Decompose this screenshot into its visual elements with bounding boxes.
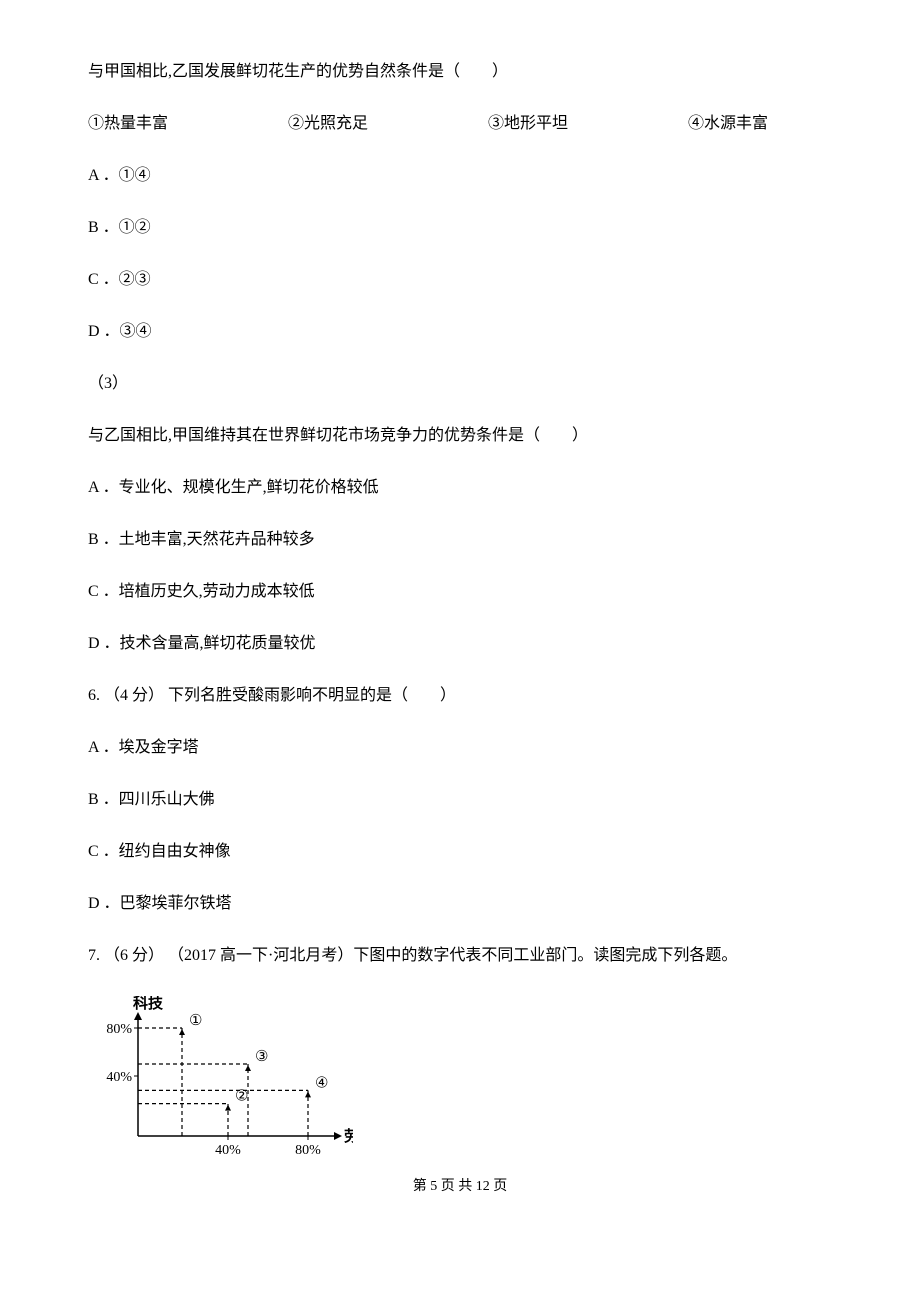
sub-question-3: （3） — [88, 372, 832, 396]
q3-choice-a: A ．专业化、规模化生产,鲜切花价格较低 — [88, 476, 832, 500]
svg-text:劳动力: 劳动力 — [344, 1127, 353, 1145]
question-7-text: 7. （6 分） （2017 高一下·河北月考）下图中的数字代表不同工业部门。读… — [88, 944, 832, 968]
sub-option-4: ④水源丰富 — [688, 112, 838, 136]
page-footer: 第 5 页 共 12 页 — [88, 1176, 832, 1197]
sub-options-row: ①热量丰富 ②光照充足 ③地形平坦 ④水源丰富 — [88, 112, 832, 136]
choice-b: B ．①② — [88, 216, 832, 240]
chart-container: 科技劳动力40%80%40%80%①②③④ — [88, 996, 832, 1156]
choice-a: A ．①④ — [88, 164, 832, 188]
svg-text:40%: 40% — [215, 1143, 241, 1156]
svg-text:40%: 40% — [106, 1070, 132, 1085]
q3-choice-b: B ．土地丰富,天然花卉品种较多 — [88, 528, 832, 552]
question-6-text: 6. （4 分） 下列名胜受酸雨影响不明显的是（ ） — [88, 684, 832, 708]
svg-text:80%: 80% — [106, 1022, 132, 1037]
sub-option-1: ①热量丰富 — [88, 112, 288, 136]
q3-choice-c: C ．培植历史久,劳动力成本较低 — [88, 580, 832, 604]
choice-c: C ．②③ — [88, 268, 832, 292]
question-3-text: 与乙国相比,甲国维持其在世界鲜切花市场竞争力的优势条件是（ ） — [88, 424, 832, 448]
svg-text:科技: 科技 — [133, 996, 164, 1012]
question-intro: 与甲国相比,乙国发展鲜切花生产的优势自然条件是（ ） — [88, 60, 832, 84]
q6-choice-b: B ．四川乐山大佛 — [88, 788, 832, 812]
svg-text:80%: 80% — [295, 1143, 321, 1156]
q6-choice-d: D ．巴黎埃菲尔铁塔 — [88, 892, 832, 916]
sub-option-3: ③地形平坦 — [488, 112, 688, 136]
scatter-chart: 科技劳动力40%80%40%80%①②③④ — [93, 996, 353, 1156]
q6-choice-c: C ．纽约自由女神像 — [88, 840, 832, 864]
svg-text:③: ③ — [255, 1049, 268, 1065]
q6-choice-a: A ．埃及金字塔 — [88, 736, 832, 760]
svg-text:④: ④ — [315, 1075, 328, 1091]
q3-choice-d: D ．技术含量高,鲜切花质量较优 — [88, 632, 832, 656]
svg-text:①: ① — [189, 1013, 202, 1029]
sub-option-2: ②光照充足 — [288, 112, 488, 136]
choice-d: D ．③④ — [88, 320, 832, 344]
